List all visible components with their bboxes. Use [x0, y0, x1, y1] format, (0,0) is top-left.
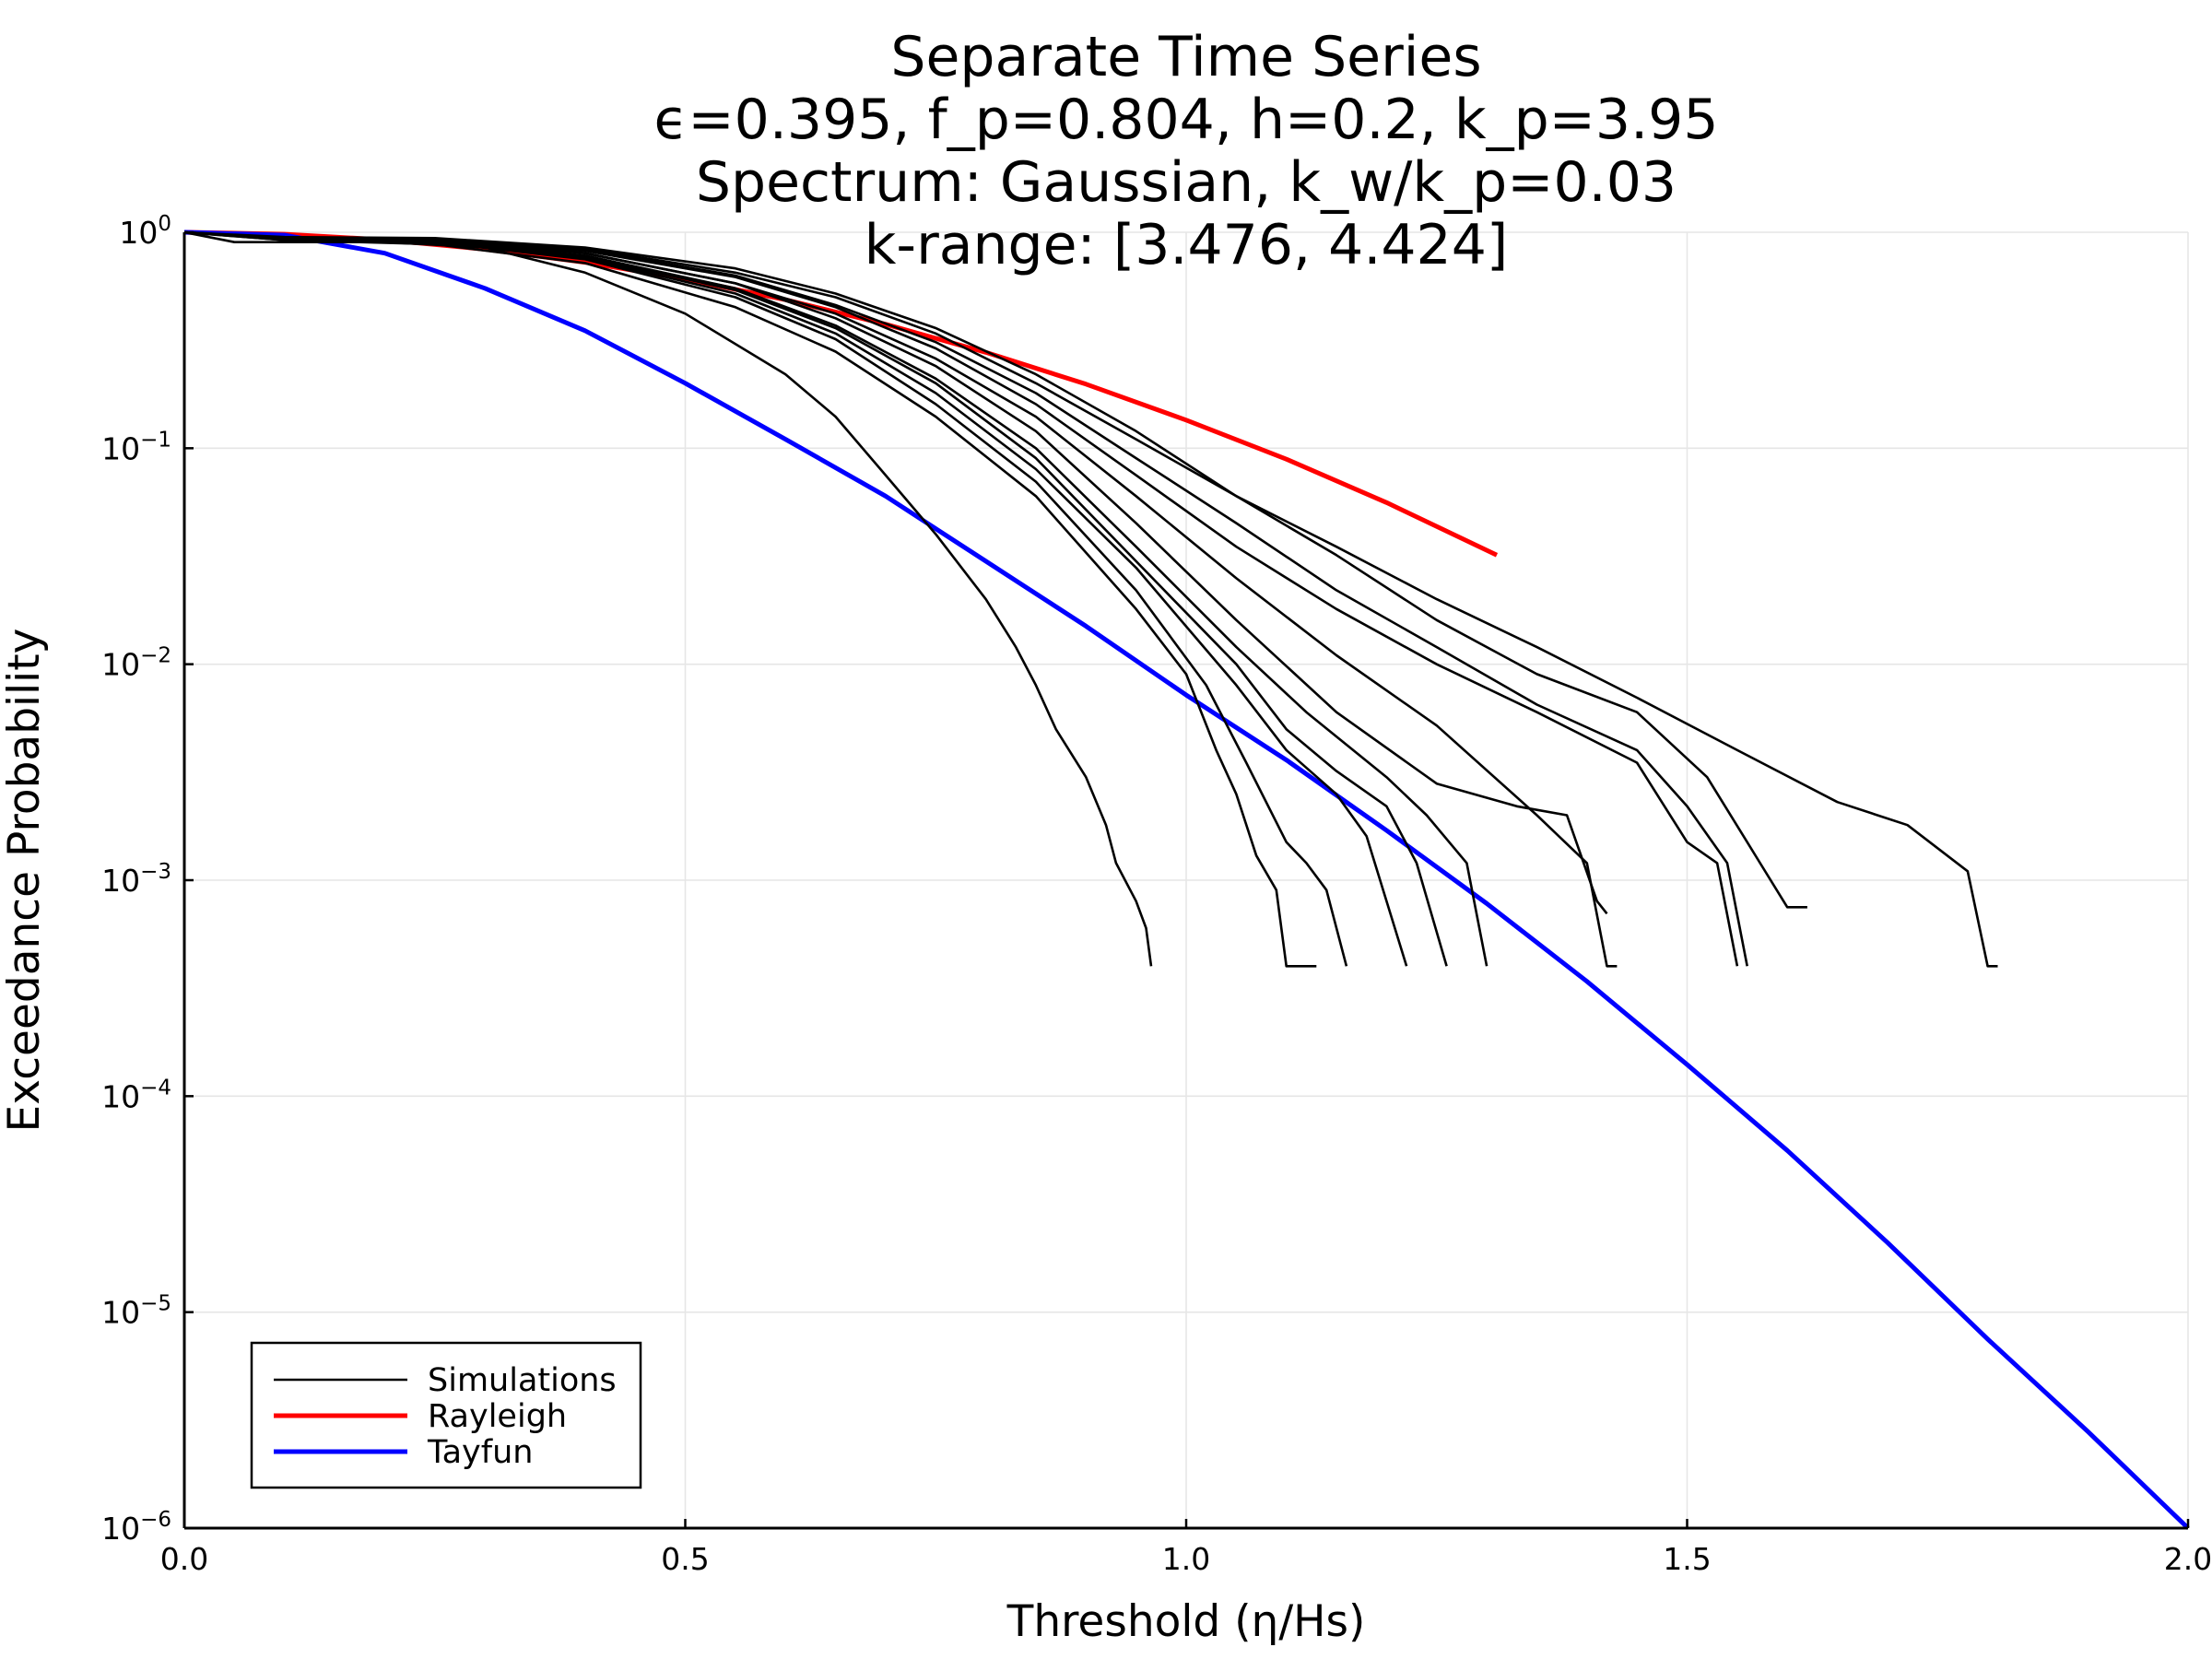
y-tick-label: 10−5 [101, 1292, 171, 1331]
title-line-1: Separate Time Series [890, 25, 1481, 89]
legend-label-tayfun: Tayfun [427, 1434, 533, 1471]
y-tick-label: 10−6 [101, 1508, 171, 1547]
y-tick-label: 10−1 [101, 428, 171, 466]
simulation-line-7 [183, 230, 1488, 967]
y-ticks: 100 10−1 10−2 10−3 10−4 10−5 10−6 [101, 212, 194, 1547]
tayfun-line [183, 229, 2190, 1530]
x-axis-label: Threshold (η/Hs) [1006, 1596, 1366, 1647]
simulation-line-5 [183, 230, 1408, 967]
grid [183, 231, 2189, 1529]
x-tick-label: 2.0 [2164, 1541, 2212, 1577]
title-line-3: Spectrum: Gaussian, k_w/k_p=0.03 [696, 150, 1677, 215]
simulation-line-8 [183, 230, 1608, 915]
x-tick-label: 0.5 [661, 1541, 709, 1577]
simulation-line-9 [183, 230, 1618, 968]
title-line-2: ϵ=0.395, f_p=0.804, h=0.2, k_p=3.95 [653, 88, 1718, 152]
simulation-line-3 [183, 230, 1317, 968]
chart-title: Separate Time Series ϵ=0.395, f_p=0.804,… [653, 25, 1718, 277]
simulation-line-10 [183, 230, 1739, 967]
legend-label-simulations: Simulations [428, 1362, 617, 1399]
x-ticks: 0.0 0.5 1.0 1.5 2.0 [160, 1519, 2212, 1577]
legend-label-rayleigh: Rayleigh [428, 1398, 567, 1435]
x-tick-label: 1.0 [1162, 1541, 1210, 1577]
simulation-curves [183, 230, 1998, 968]
x-tick-label: 1.5 [1663, 1541, 1711, 1577]
x-tick-label: 0.0 [160, 1541, 208, 1577]
y-tick-label: 10−4 [101, 1076, 171, 1114]
title-line-4: k-range: [3.476, 4.424] [865, 213, 1509, 277]
simulation-line-2 [183, 230, 1153, 967]
legend: Simulations Rayleigh Tayfun [250, 1341, 642, 1489]
y-tick-label: 100 [119, 212, 171, 251]
y-tick-label: 10−3 [101, 860, 171, 899]
simulation-line-13 [183, 230, 1998, 968]
rayleigh-line [183, 229, 1499, 558]
y-axis-label: Exceedance Probability [0, 629, 50, 1133]
y-tick-label: 10−2 [101, 644, 171, 683]
